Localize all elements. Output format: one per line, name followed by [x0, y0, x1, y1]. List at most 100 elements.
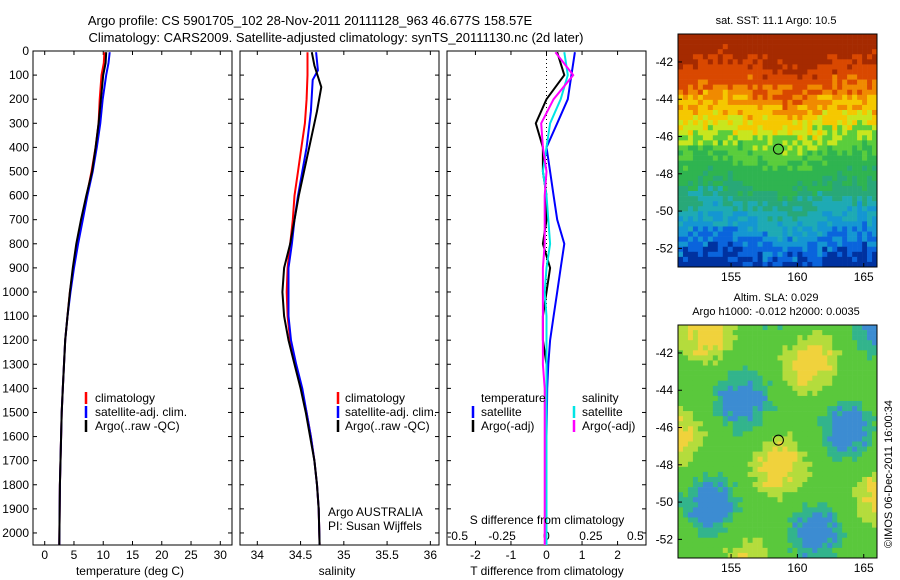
- heatmap-cell: [747, 130, 753, 136]
- heatmap-cell: [742, 482, 748, 488]
- heatmap-cell: [817, 115, 823, 121]
- heatmap-cell: [797, 537, 803, 544]
- heatmap-cell: [757, 49, 763, 55]
- heatmap-cell: [777, 466, 783, 473]
- heatmap-cell: [872, 180, 878, 187]
- heatmap-cell: [857, 39, 863, 45]
- heatmap-cell: [712, 221, 719, 227]
- heatmap-cell: [707, 104, 714, 111]
- heatmap-cell: [757, 421, 763, 427]
- heatmap-cell: [687, 431, 694, 437]
- heatmap-cell: [707, 507, 714, 513]
- heatmap-cell: [837, 89, 843, 96]
- heatmap-cell: [687, 125, 694, 131]
- heatmap-cell: [722, 145, 729, 151]
- heatmap-cell: [702, 395, 709, 402]
- heatmap-cell: [872, 125, 878, 131]
- heatmap-cell: [772, 421, 778, 427]
- heatmap-cell: [847, 130, 853, 136]
- heatmap-cell: [837, 380, 843, 387]
- heatmap-cell: [857, 552, 863, 559]
- sla-map-frame: [677, 324, 878, 559]
- heatmap-cell: [817, 236, 823, 242]
- heatmap-cell: [757, 335, 763, 341]
- heatmap-cell: [767, 411, 773, 417]
- heatmap-cell: [762, 451, 768, 457]
- heatmap-cell: [712, 196, 719, 202]
- heatmap-cell: [682, 109, 689, 116]
- heatmap-cell: [742, 104, 748, 111]
- heatmap-cell: [712, 155, 719, 161]
- heatmap-cell: [722, 537, 729, 544]
- heatmap-cell: [802, 456, 808, 463]
- heatmap-cell: [722, 140, 729, 146]
- heatmap-cell: [812, 256, 818, 263]
- heatmap-cell: [762, 150, 768, 156]
- heatmap-cell: [867, 226, 873, 232]
- heatmap-cell: [792, 130, 798, 136]
- heatmap-cell: [857, 246, 863, 253]
- heatmap-cell: [697, 155, 704, 161]
- heatmap-cell: [757, 380, 763, 387]
- heatmap-cell: [797, 226, 803, 232]
- heatmap-cell: [722, 84, 729, 91]
- heatmap-cell: [832, 466, 838, 473]
- heatmap-cell: [807, 226, 813, 232]
- heatmap-cell: [872, 206, 878, 212]
- heatmap-cell: [872, 345, 878, 351]
- heatmap-cell: [707, 196, 714, 202]
- heatmap-cell: [687, 145, 694, 151]
- heatmap-cell: [722, 120, 729, 126]
- heatmap-cell: [822, 395, 828, 402]
- heatmap-cell: [777, 109, 783, 116]
- heatmap-cell: [802, 507, 808, 513]
- heatmap-cell: [737, 191, 743, 197]
- heatmap-cell: [857, 416, 863, 422]
- heatmap-cell: [817, 446, 823, 452]
- heatmap-cell: [842, 456, 848, 463]
- heatmap-cell: [832, 125, 838, 131]
- heatmap-cell: [722, 350, 729, 356]
- heatmap-cell: [867, 246, 873, 253]
- temperature-legend: climatology satellite-adj. clim. Argo(..…: [84, 391, 187, 433]
- heatmap-cell: [687, 547, 694, 554]
- heatmap-cell: [712, 135, 719, 141]
- heatmap-cell: [697, 375, 704, 382]
- heatmap-cell: [682, 456, 689, 463]
- heatmap-cell: [867, 196, 873, 202]
- heatmap-cell: [867, 385, 873, 392]
- heatmap-cell: [817, 345, 823, 351]
- heatmap-cell: [737, 104, 743, 111]
- heatmap-cell: [827, 497, 833, 503]
- heatmap-cell: [792, 487, 798, 493]
- heatmap-cell: [767, 416, 773, 422]
- heatmap-cell: [702, 476, 709, 483]
- heatmap-cell: [702, 150, 709, 156]
- heatmap-cell: [682, 350, 689, 356]
- heatmap-cell: [872, 130, 878, 136]
- heatmap-cell: [862, 99, 868, 106]
- heatmap-cell: [747, 49, 753, 55]
- heatmap-cell: [812, 64, 818, 70]
- heatmap-cell: [732, 185, 738, 192]
- heatmap-cell: [807, 476, 813, 483]
- heatmap-cell: [787, 231, 793, 237]
- heatmap-cell: [777, 436, 783, 442]
- heatmap-cell: [722, 74, 729, 80]
- heatmap-cell: [727, 482, 734, 488]
- heatmap-cell: [682, 527, 689, 533]
- heatmap-cell: [757, 261, 763, 268]
- heatmap-cell: [717, 236, 724, 242]
- heatmap-cell: [872, 196, 878, 202]
- heatmap-cell: [767, 44, 773, 50]
- heatmap-cell: [867, 487, 873, 493]
- heatmap-cell: [872, 547, 878, 554]
- heatmap-cell: [702, 251, 709, 258]
- heatmap-cell: [797, 542, 803, 549]
- heatmap-cell: [687, 411, 694, 417]
- heatmap-cell: [752, 125, 758, 131]
- heatmap-cell: [812, 201, 818, 207]
- heatmap-cell: [757, 226, 763, 232]
- heatmap-cell: [757, 360, 763, 366]
- heatmap-cell: [782, 487, 788, 493]
